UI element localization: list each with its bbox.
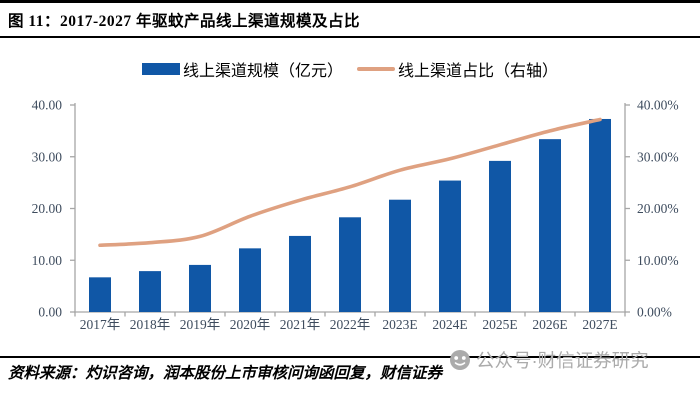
title-divider-rule — [0, 36, 700, 38]
x-axis-category-label: 2023E — [382, 317, 417, 332]
x-axis-category-label: 2027E — [582, 317, 617, 332]
x-axis-category-label: 2018年 — [130, 317, 171, 332]
legend-item-line-series: 线上渠道占比（右轴） — [357, 57, 558, 81]
x-axis-category-label: 2019年 — [180, 317, 221, 332]
bar — [189, 264, 211, 312]
x-axis-category-label: 2024E — [432, 317, 467, 332]
bar-swatch-icon — [141, 63, 180, 75]
right-axis-tick-label: 40.00% — [637, 98, 679, 113]
watermark-text: 公众号·财信证券研究 — [476, 350, 649, 371]
watermark: 公众号·财信证券研究 — [449, 347, 649, 373]
right-axis-tick-label: 0.00% — [637, 305, 672, 320]
bar — [389, 199, 411, 312]
left-axis-tick-label: 0.00 — [38, 305, 62, 320]
bar — [239, 248, 261, 312]
chart-svg: 0.00 10.00 20.00 30.00 40.00 0.00% 10.00% 20.00… — [32, 98, 679, 333]
left-axis-tick-label: 40.00 — [32, 98, 63, 113]
bar — [489, 160, 511, 312]
bar — [539, 139, 561, 312]
right-axis-tick-label: 10.00% — [637, 253, 679, 268]
x-axis-category-label: 2025E — [482, 317, 517, 332]
bar — [589, 118, 611, 312]
chart-area: 0.00 10.00 20.00 30.00 40.00 0.00% 10.00% 20.00… — [0, 95, 700, 347]
x-axis-category-label: 2022年 — [330, 317, 371, 332]
x-axis-category-label: 2021年 — [280, 317, 321, 332]
legend-item-bar-series: 线上渠道规模（亿元） — [141, 57, 343, 81]
right-axis-tick-label: 20.00% — [637, 201, 679, 216]
right-axis-tick-label: 30.00% — [637, 149, 679, 164]
figure-title: 图 11：2017-2027 年驱蚊产品线上渠道规模及占比 — [8, 13, 361, 30]
x-axis-category-label: 2017年 — [80, 317, 121, 332]
left-axis-tick-label: 20.00 — [32, 201, 63, 216]
bar — [339, 217, 361, 312]
legend-line-label: 线上渠道占比（右轴） — [398, 63, 559, 80]
ratio-line — [98, 117, 602, 248]
bar — [139, 271, 161, 312]
x-axis-category-label: 2026E — [532, 317, 567, 332]
legend-bar-label: 线上渠道规模（亿元） — [182, 63, 343, 80]
watermark-logo-icon — [450, 350, 470, 370]
x-axis-category-label: 2020年 — [230, 317, 271, 332]
chart-legend: 线上渠道规模（亿元） 线上渠道占比（右轴） — [0, 57, 700, 81]
left-axis-tick-label: 10.00 — [32, 253, 63, 268]
line-swatch-icon — [357, 67, 395, 71]
source-note: 资料来源：灼识咨询，润本股份上市审核问询函回复，财信证券 — [8, 365, 443, 382]
left-axis-tick-label: 30.00 — [32, 149, 63, 164]
footer-divider-rule — [0, 356, 700, 358]
bar — [439, 180, 461, 312]
bar — [289, 235, 311, 312]
top-border-rule — [0, 0, 700, 3]
bar — [89, 277, 111, 312]
